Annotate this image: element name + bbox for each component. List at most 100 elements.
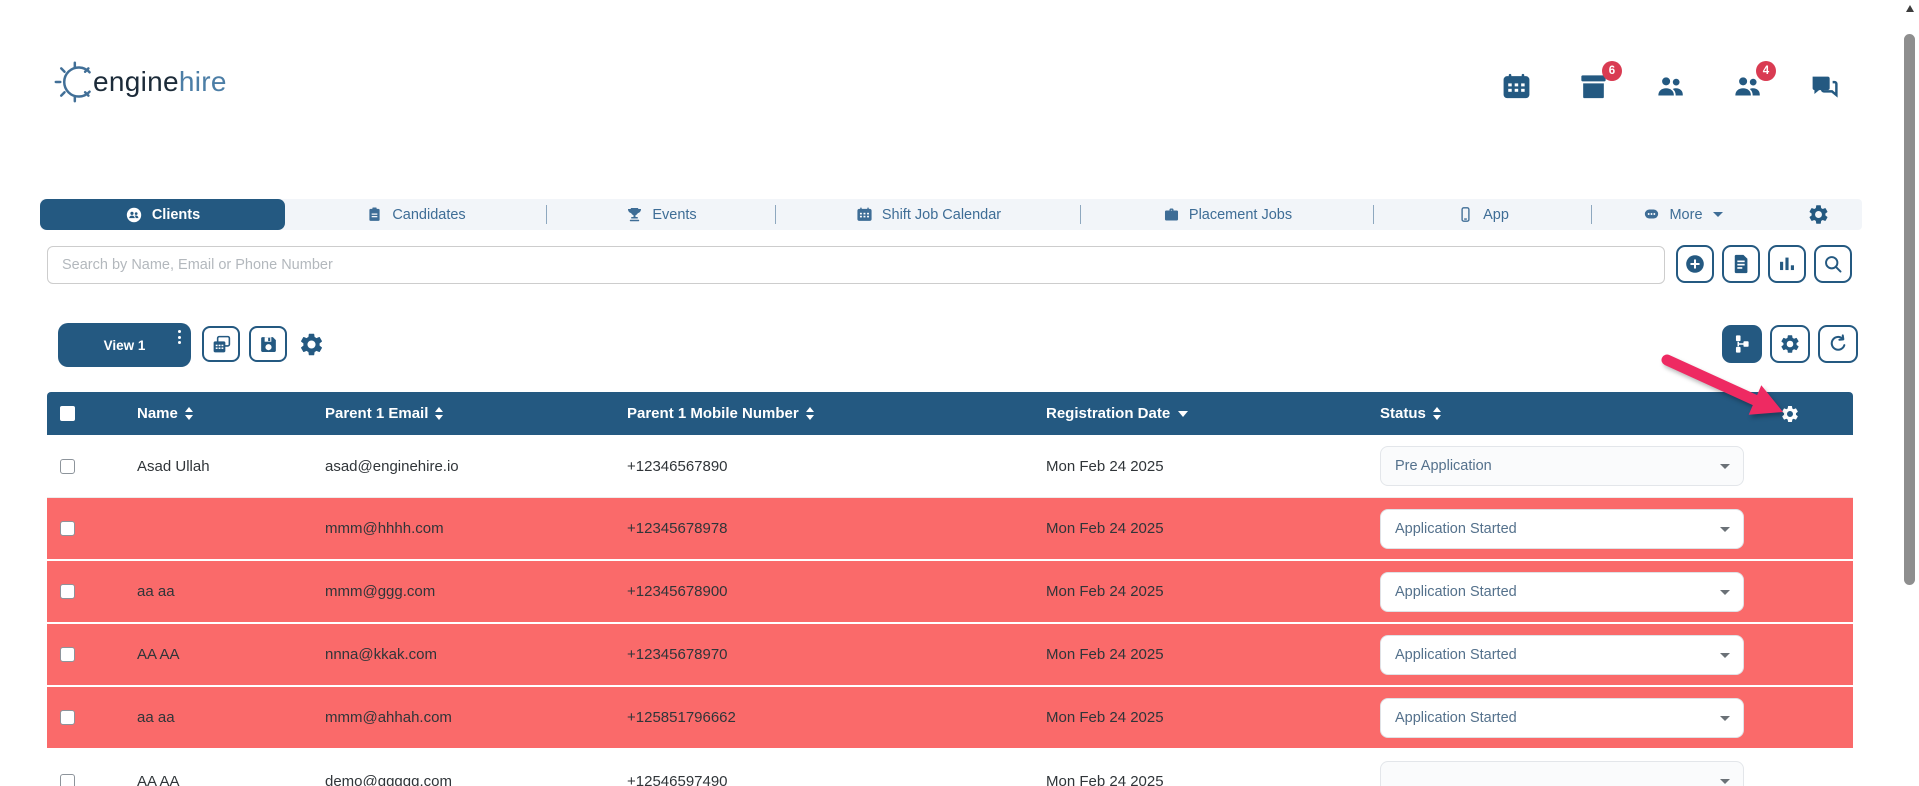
cell-email: mmm@hhhh.com [325,520,444,537]
id-badge-icon [369,207,380,221]
tab-label: Clients [151,206,201,223]
tab-events[interactable]: Events [547,199,776,230]
chat-icon[interactable] [1809,71,1840,102]
column-label: Parent 1 Mobile Number [627,405,799,422]
row-checkbox[interactable] [60,584,75,599]
team-badge-icon[interactable]: 4 [1732,61,1776,102]
cell-registration-date: Mon Feb 24 2025 [1046,457,1164,475]
briefcase-icon [1164,208,1178,221]
cell-name [125,498,315,559]
row-checkbox[interactable] [60,773,75,786]
column-header-status[interactable]: Status [1370,392,1760,435]
save-view-button[interactable] [249,326,287,362]
status-select[interactable]: Application Started [1380,571,1744,612]
cell-email: mmm@ahhah.com [325,709,452,726]
team-badge: 4 [1756,61,1776,81]
logo-text: enginehire [93,66,227,98]
cell-name: AA AA [137,772,180,786]
row-checkbox[interactable] [60,521,75,536]
table-tools [1722,325,1858,363]
table-row: aa aa mmm@ggg.com +12345678900 Mon Feb 2… [47,561,1853,624]
cell-mobile: +12546597490 [627,772,728,786]
refresh-button[interactable] [1818,325,1858,363]
status-value: Application Started [1395,520,1517,537]
column-header-registration-date[interactable]: Registration Date [1040,392,1370,435]
chevron-down-icon [1720,526,1730,532]
search-input[interactable] [47,246,1665,284]
tab-label: App [1483,206,1509,223]
documents-button[interactable] [1722,245,1760,283]
calendar-icon [857,207,872,221]
cell-email: demo@ggggg.com [325,772,452,786]
clients-table: Name Parent 1 Email Parent 1 Mobile Numb… [47,392,1853,786]
enginehire-logo[interactable]: enginehire [54,56,227,108]
cell-mobile: +12345678978 [627,520,728,537]
brand-engine: engine [93,66,179,97]
table-settings-button[interactable] [1770,325,1810,363]
status-select[interactable] [1380,761,1744,786]
nav-settings-gear-icon[interactable] [1774,199,1862,230]
cell-mobile: +12345678970 [627,646,728,663]
search-action-buttons [1676,245,1852,283]
row-checkbox[interactable] [60,710,75,725]
tab-label: Candidates [392,206,466,223]
workflow-button[interactable] [1722,325,1762,363]
column-settings-gear-icon[interactable] [1780,404,1800,424]
tab-label: Placement Jobs [1188,206,1293,223]
tab-app[interactable]: App [1374,199,1592,230]
team-icon[interactable] [1655,71,1686,102]
chevron-down-icon [1720,589,1730,595]
cell-name: aa aa [137,709,175,726]
status-select[interactable]: Application Started [1380,508,1744,549]
tab-label: More [1669,206,1703,223]
select-all-checkbox[interactable] [60,406,75,421]
cell-email: nnna@kkak.com [325,646,437,663]
logo-gear-icon [54,61,91,103]
add-button[interactable] [1676,245,1714,283]
tab-label: Events [652,206,697,223]
calendar-icon[interactable] [1501,71,1532,102]
table-row: AA AA nnna@kkak.com +12345678970 Mon Feb… [47,624,1853,687]
status-select[interactable]: Pre Application [1380,446,1744,486]
table-header: Name Parent 1 Email Parent 1 Mobile Numb… [47,392,1853,435]
copy-table-icon [213,335,230,352]
status-select[interactable]: Application Started [1380,634,1744,675]
view-tools [202,326,326,362]
view-settings-gear-icon[interactable] [296,329,326,359]
tab-clients[interactable]: Clients [40,199,285,230]
chevron-down-icon [1720,779,1730,784]
chevron-down-icon [1720,652,1730,658]
chevron-down-icon [1712,212,1723,217]
search-button[interactable] [1814,245,1852,283]
kebab-menu-icon[interactable] [178,330,181,344]
main-nav: Clients Candidates Events Shift Job Cale… [40,199,1862,230]
tab-more[interactable]: More [1592,199,1774,230]
cell-name: aa aa [137,583,175,600]
store-icon[interactable]: 6 [1578,61,1622,102]
column-header-parent1-mobile[interactable]: Parent 1 Mobile Number [620,392,1040,435]
row-checkbox[interactable] [60,458,75,474]
reports-button[interactable] [1768,245,1806,283]
brand-hire: hire [178,66,227,97]
sort-desc-icon [1178,410,1189,417]
table-row: aa aa mmm@ahhah.com +125851796662 Mon Fe… [47,687,1853,750]
cell-email: asad@enginehire.io [325,457,459,475]
tab-placement-jobs[interactable]: Placement Jobs [1081,199,1374,230]
hierarchy-icon [1735,335,1749,353]
gear-icon [1781,335,1799,353]
tab-shift-job-calendar[interactable]: Shift Job Calendar [776,199,1081,230]
topbar-icons: 6 4 [1501,61,1840,102]
column-label: Registration Date [1046,405,1171,422]
duplicate-view-button[interactable] [202,326,240,362]
more-bubble-icon [1645,209,1659,219]
scrollbar-thumb[interactable] [1904,34,1915,585]
tab-candidates[interactable]: Candidates [285,199,547,230]
cell-registration-date: Mon Feb 24 2025 [1046,772,1164,786]
row-checkbox[interactable] [60,647,75,662]
view-1-button[interactable]: View 1 [58,323,191,367]
status-select[interactable]: Application Started [1380,697,1744,738]
column-header-name[interactable]: Name [125,392,315,435]
scrollbar-up-arrow[interactable] [1906,5,1914,12]
column-header-parent1-email[interactable]: Parent 1 Email [315,392,620,435]
table-row: Asad Ullah asad@enginehire.io +123465678… [47,435,1853,498]
